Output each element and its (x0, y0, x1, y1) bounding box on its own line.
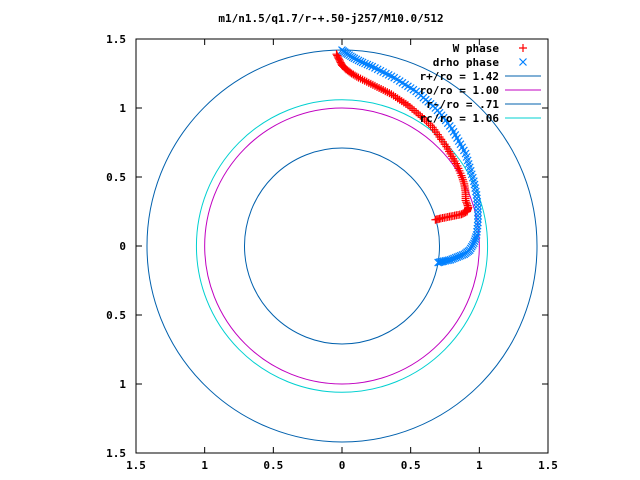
y-tick-label: 1.5 (106, 33, 126, 46)
drho-phase-point (474, 215, 482, 224)
legend-label: rc/ro = 1.06 (420, 112, 500, 125)
w-phase-point (356, 74, 365, 83)
y-tick-label: 1.5 (106, 447, 126, 460)
legend-label: r-/ro = .71 (426, 98, 499, 111)
w-phase-point (354, 73, 363, 82)
y-tick-label: 0.5 (106, 309, 126, 322)
y-tick-label: 1 (119, 102, 126, 115)
legend-marker (519, 58, 527, 66)
chart-title: m1/n1.5/q1.7/r-+.50-j257/M10.0/512 (218, 12, 443, 25)
legend-label: r+/ro = 1.42 (420, 70, 499, 83)
drho-phase-point (435, 258, 444, 267)
circle-ro (204, 107, 480, 385)
y-tick-label: 0.5 (106, 171, 126, 184)
drho-phase-point (474, 218, 482, 227)
drho-phase-point (352, 55, 361, 64)
w-phase-point (387, 90, 396, 99)
w-phase-point (377, 85, 386, 94)
drho-phase-point (354, 56, 363, 65)
x-tick-label: 1 (201, 459, 208, 472)
w-phase-point (366, 79, 375, 88)
drho-phase-point (361, 59, 369, 68)
w-phase-point (358, 75, 367, 84)
w-phase-point (373, 82, 382, 91)
x-tick-label: 0.5 (401, 459, 421, 472)
w-phase-point (410, 106, 419, 115)
drho-phase-point (356, 57, 365, 66)
w-phase-point (395, 95, 404, 104)
drho-phase-point (473, 201, 482, 210)
w-phase-point (397, 97, 406, 106)
drho-phase-point (473, 194, 481, 203)
drho-phase-point (436, 257, 445, 266)
w-phase-point (368, 80, 377, 89)
drho-phase-point (473, 224, 482, 233)
w-phase-point (408, 104, 417, 113)
x-tick-label: 0.5 (263, 459, 283, 472)
w-phase-point (418, 113, 427, 122)
drho-phase-point (350, 54, 359, 63)
w-phase-point (381, 87, 390, 96)
x-tick-label: 1.5 (538, 459, 558, 472)
x-tick-label: 0 (339, 459, 346, 472)
w-phase-point (403, 101, 412, 110)
drho-phase-point (473, 221, 482, 230)
circle-rc (195, 99, 489, 393)
w-phase-point (414, 109, 423, 118)
legend-marker (519, 44, 527, 52)
y-tick-label: 0 (119, 240, 126, 253)
w-phase-point (462, 198, 471, 207)
drho-phase-point (358, 58, 367, 67)
w-phase-point (405, 102, 414, 111)
x-tick-label: 1.5 (126, 459, 146, 472)
point-series (332, 46, 482, 267)
w-phase-point (360, 76, 369, 85)
w-phase-point (364, 78, 373, 87)
w-phase-point (391, 92, 400, 101)
w-phase-point (431, 215, 440, 224)
w-phase-point (461, 196, 470, 205)
w-phase-point (416, 111, 425, 120)
w-phase-point (362, 77, 371, 86)
w-phase-point (385, 89, 394, 98)
x-axis: 1.5 1 0.5 0 0.5 1 1.5 (126, 39, 558, 472)
w-phase-point (389, 91, 398, 100)
circle-r (243, 147, 441, 345)
legend-label: W phase (453, 42, 500, 55)
w-phase-point (459, 177, 468, 186)
y-axis: 1.5 1 0.5 0 0.5 1 1.5 (106, 33, 548, 460)
w-phase-point (383, 88, 392, 97)
drho-phase-point (472, 191, 481, 199)
w-phase-point (379, 86, 388, 95)
drho-phase-point (474, 204, 482, 213)
drho-phase-point (474, 211, 482, 220)
w-phase-point (412, 108, 421, 117)
y-tick-label: 1 (119, 378, 126, 391)
w-phase-point (370, 81, 379, 90)
w-phase-point (401, 99, 410, 108)
drho-phase-point (474, 208, 482, 217)
drho-phase-point (434, 258, 443, 267)
w-phase-point (399, 98, 408, 107)
w-phase-point (375, 83, 384, 92)
drho-phase-point (363, 60, 372, 69)
drho-phase-point (365, 61, 374, 70)
legend-label: drho phase (433, 56, 500, 69)
legend-label: ro/ro = 1.00 (420, 84, 499, 97)
drho-phase-point (473, 197, 482, 206)
w-phase-point (393, 94, 402, 103)
x-tick-label: 1 (476, 459, 483, 472)
